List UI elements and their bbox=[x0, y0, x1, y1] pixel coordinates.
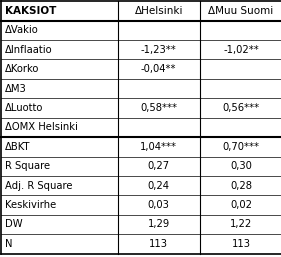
Text: ΔKorko: ΔKorko bbox=[5, 64, 39, 74]
Text: ΔOMX Helsinki: ΔOMX Helsinki bbox=[5, 122, 78, 132]
Text: DW: DW bbox=[5, 219, 22, 230]
Text: -1,23**: -1,23** bbox=[141, 45, 177, 55]
Text: N: N bbox=[5, 239, 12, 249]
Text: 0,02: 0,02 bbox=[230, 200, 252, 210]
Text: 0,70***: 0,70*** bbox=[223, 142, 259, 152]
Text: Adj. R Square: Adj. R Square bbox=[5, 181, 72, 191]
Text: 113: 113 bbox=[149, 239, 168, 249]
Text: 0,03: 0,03 bbox=[148, 200, 170, 210]
Text: ΔLuotto: ΔLuotto bbox=[5, 103, 43, 113]
Text: ΔHelsinki: ΔHelsinki bbox=[135, 6, 183, 16]
Text: R Square: R Square bbox=[5, 161, 50, 171]
Text: 1,22: 1,22 bbox=[230, 219, 252, 230]
Text: 113: 113 bbox=[232, 239, 250, 249]
Text: ΔInflaatio: ΔInflaatio bbox=[5, 45, 52, 55]
Text: 0,58***: 0,58*** bbox=[140, 103, 177, 113]
Text: ΔBKT: ΔBKT bbox=[5, 142, 30, 152]
Text: Keskivirhe: Keskivirhe bbox=[5, 200, 56, 210]
Text: 0,30: 0,30 bbox=[230, 161, 252, 171]
Text: 0,27: 0,27 bbox=[148, 161, 170, 171]
Text: 0,24: 0,24 bbox=[148, 181, 170, 191]
Text: 1,04***: 1,04*** bbox=[140, 142, 177, 152]
Text: ΔMuu Suomi: ΔMuu Suomi bbox=[208, 6, 274, 16]
Text: 0,56***: 0,56*** bbox=[222, 103, 260, 113]
Text: 0,28: 0,28 bbox=[230, 181, 252, 191]
Text: -1,02**: -1,02** bbox=[223, 45, 259, 55]
Text: ΔM3: ΔM3 bbox=[5, 84, 26, 94]
Text: -0,04**: -0,04** bbox=[141, 64, 176, 74]
Text: KAKSIOT: KAKSIOT bbox=[5, 6, 56, 16]
Text: ΔVakio: ΔVakio bbox=[5, 25, 38, 35]
Text: 1,29: 1,29 bbox=[148, 219, 170, 230]
